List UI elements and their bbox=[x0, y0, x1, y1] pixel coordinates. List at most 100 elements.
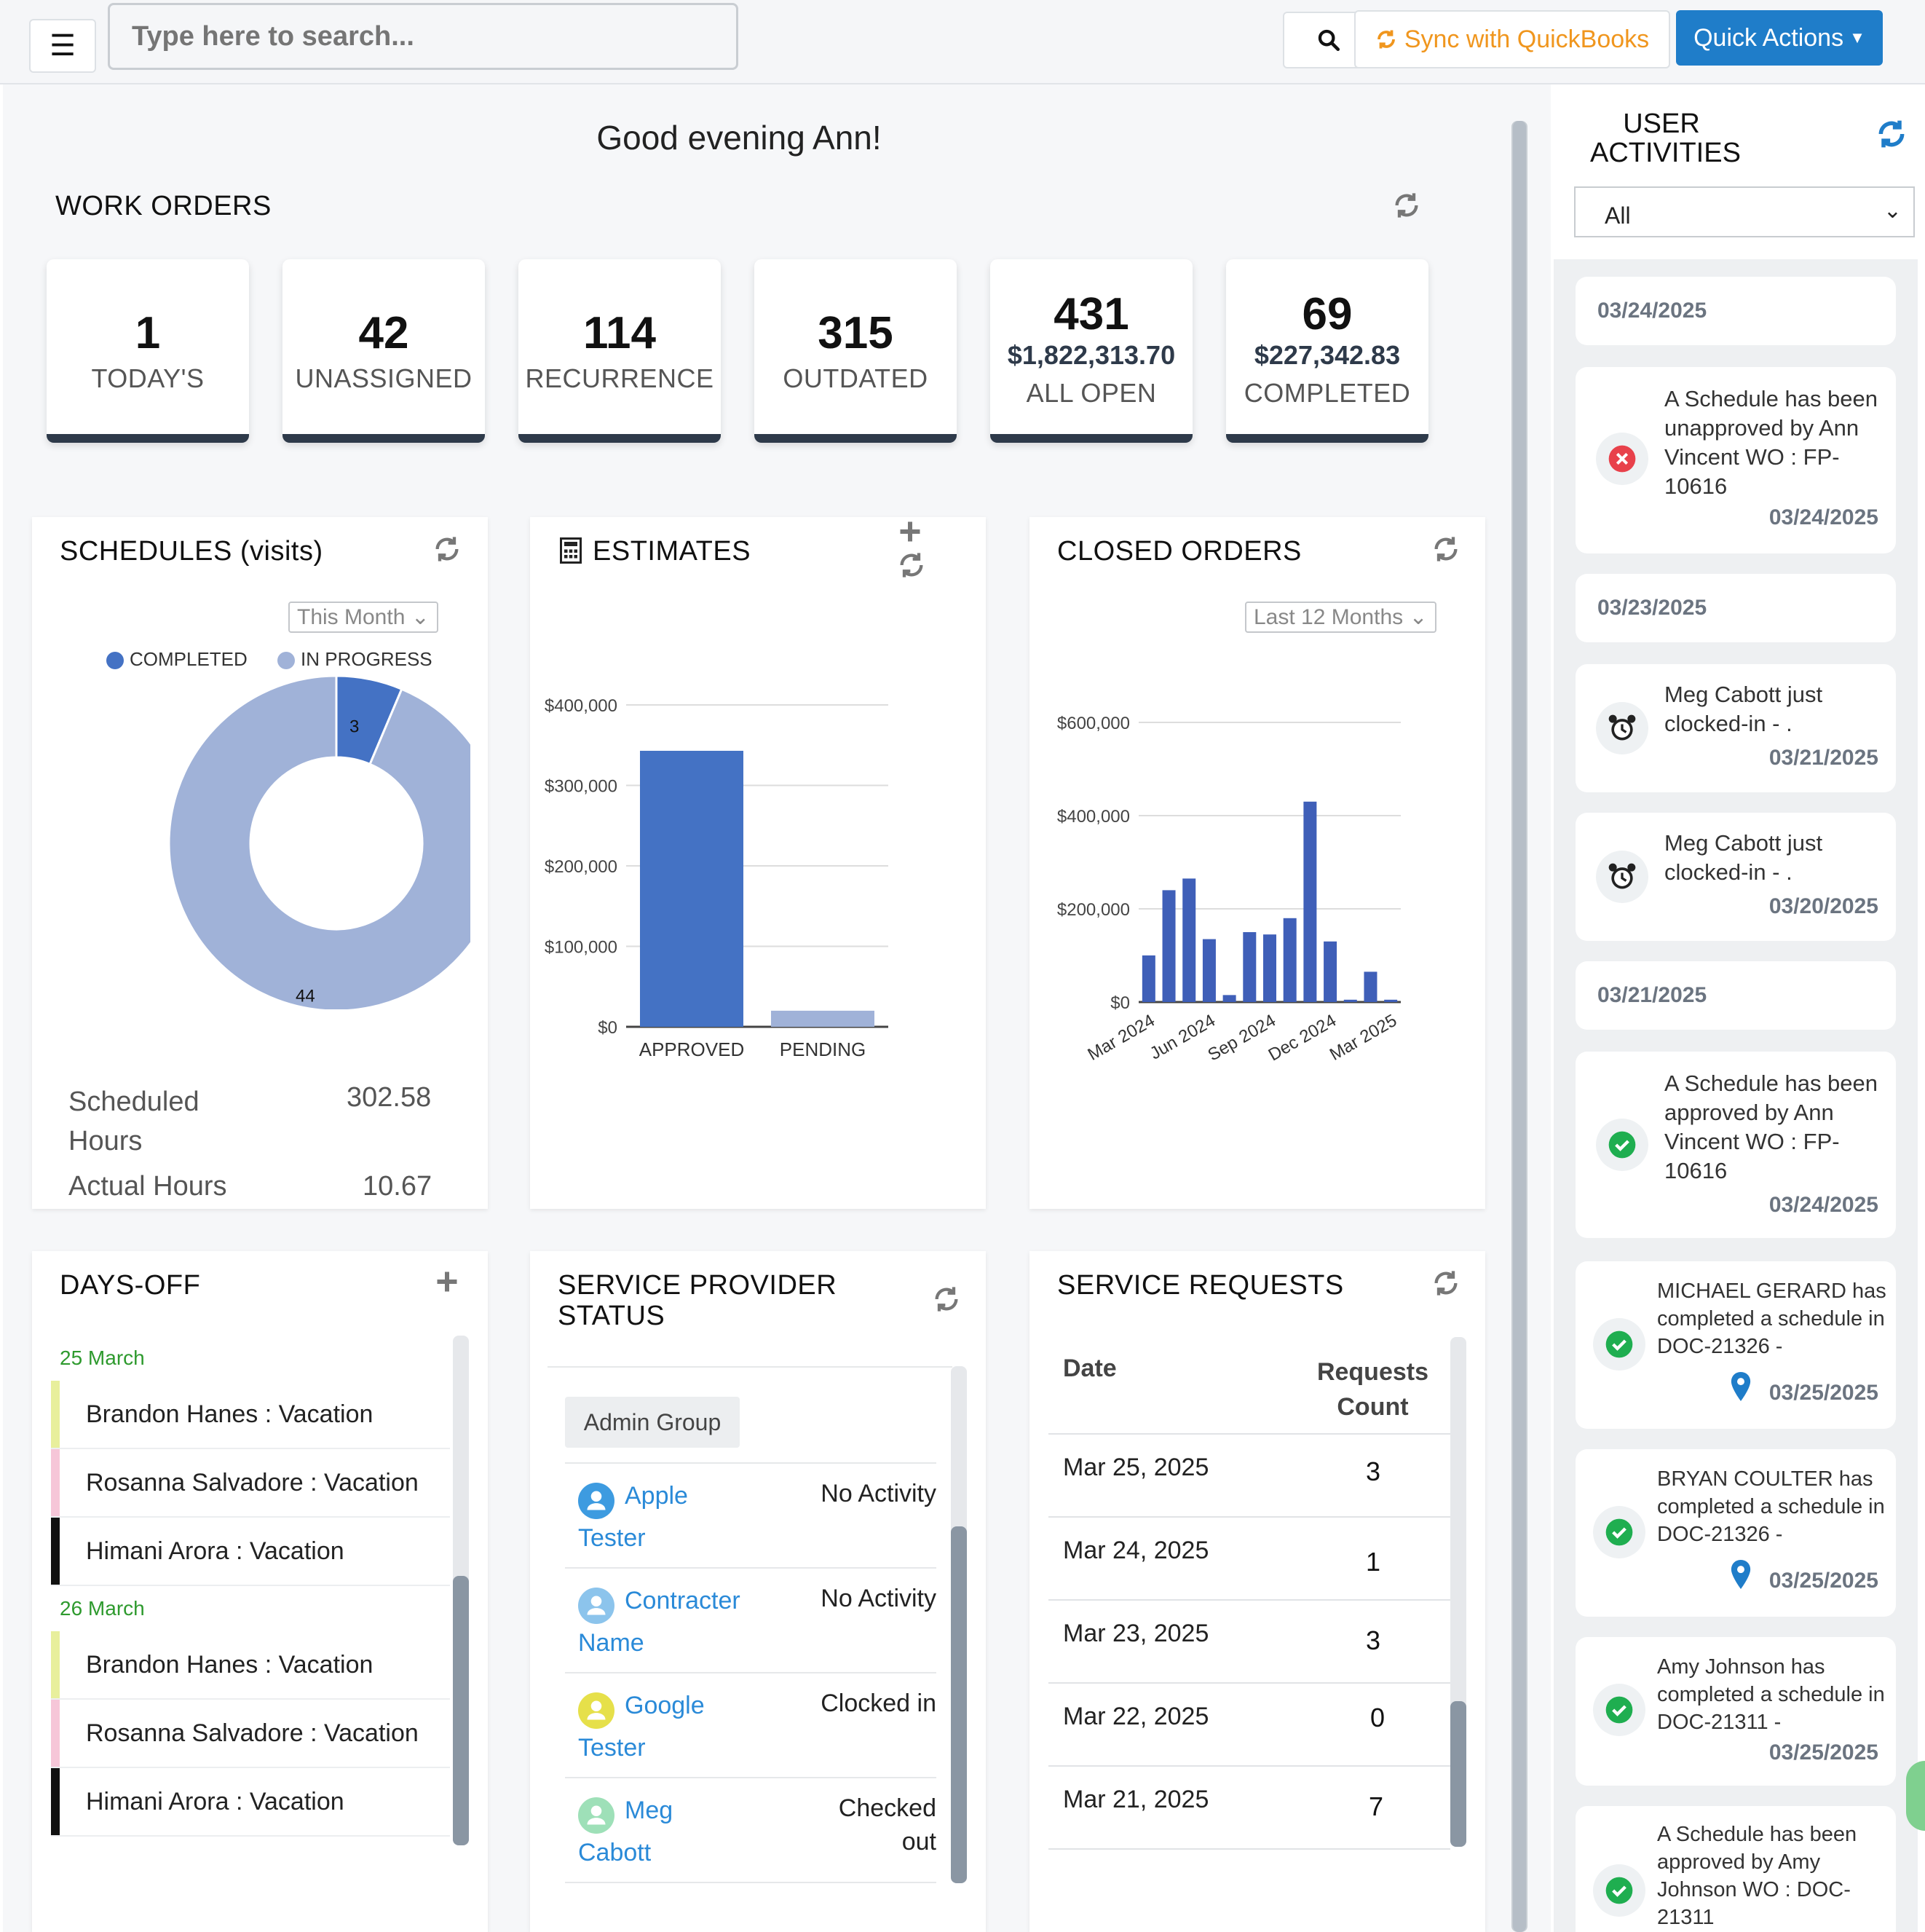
activity-item[interactable]: Amy Johnson has completed a schedule in … bbox=[1576, 1637, 1896, 1786]
schedules-refresh-icon[interactable] bbox=[432, 535, 462, 564]
activity-item[interactable]: A Schedule has been unapproved by Ann Vi… bbox=[1576, 367, 1896, 553]
days-off-scrollbar[interactable] bbox=[453, 1336, 469, 1845]
scrollbar-thumb[interactable] bbox=[1450, 1701, 1466, 1847]
main-scrollbar[interactable] bbox=[1511, 121, 1527, 1932]
bar bbox=[1364, 971, 1377, 1002]
y-tick-label: $0 bbox=[1110, 993, 1130, 1013]
list-item[interactable]: Rosanna Salvadore : Vacation bbox=[51, 1449, 450, 1518]
user-activities-title-line1: USER bbox=[1623, 109, 1700, 139]
stat-card-todays[interactable]: 1 TODAY'S bbox=[47, 259, 249, 443]
service-provider-list: Apple Tester No Activity Contracter Name… bbox=[565, 1462, 936, 1883]
list-item[interactable]: Himani Arora : Vacation bbox=[51, 1768, 450, 1837]
calculator-icon bbox=[560, 537, 582, 564]
service-provider-refresh-icon[interactable] bbox=[932, 1285, 961, 1314]
table-row[interactable]: Mar 22, 2025 0 bbox=[1048, 1684, 1450, 1767]
stat-card-all-open[interactable]: 431 $1,822,313.70 ALL OPEN bbox=[990, 259, 1193, 443]
list-item[interactable]: Brandon Hanes : Vacation bbox=[51, 1631, 450, 1700]
estimates-bar-chart: $0 $100,000 $200,000 $300,000 $400,000 APPROV… bbox=[545, 696, 888, 1060]
provider-name[interactable]: Apple Tester bbox=[578, 1477, 767, 1557]
quick-actions-button[interactable]: Quick Actions ▼ bbox=[1676, 10, 1883, 66]
days-off-title: DAYS-OFF bbox=[60, 1270, 201, 1301]
scrollbar-thumb[interactable] bbox=[453, 1576, 469, 1845]
work-orders-refresh-icon[interactable] bbox=[1392, 191, 1421, 220]
closed-orders-period-value: Last 12 Months bbox=[1254, 605, 1404, 629]
check-circle-icon bbox=[1608, 1131, 1636, 1159]
provider-first-name: Apple bbox=[625, 1482, 688, 1510]
provider-name[interactable]: Contracter Name bbox=[578, 1582, 767, 1662]
provider-status: No Activity bbox=[821, 1477, 936, 1510]
search-input[interactable] bbox=[108, 3, 738, 70]
activity-item[interactable]: Meg Cabott just clocked-in - . 03/21/202… bbox=[1576, 664, 1896, 792]
list-item[interactable]: Himani Arora : Vacation bbox=[51, 1518, 450, 1586]
y-tick-label: $0 bbox=[598, 1018, 617, 1038]
chat-widget-tab[interactable] bbox=[1906, 1761, 1925, 1831]
map-pin-icon[interactable] bbox=[1730, 1372, 1752, 1401]
estimates-refresh-icon[interactable] bbox=[897, 551, 926, 580]
closed-orders-refresh-icon[interactable] bbox=[1431, 535, 1460, 564]
scrollbar-thumb[interactable] bbox=[1513, 121, 1526, 1932]
scrollbar-thumb[interactable] bbox=[951, 1526, 967, 1883]
activity-text: BRYAN COULTER has completed a schedule i… bbox=[1657, 1467, 1885, 1546]
list-item[interactable]: Brandon Hanes : Vacation bbox=[51, 1381, 450, 1449]
sync-quickbooks-button[interactable]: Sync with QuickBooks bbox=[1354, 10, 1670, 68]
activity-item[interactable]: Meg Cabott just clocked-in - . 03/20/202… bbox=[1576, 813, 1896, 941]
divider bbox=[548, 1366, 952, 1368]
table-row[interactable]: Mar 25, 2025 3 bbox=[1048, 1435, 1450, 1518]
service-provider-scrollbar[interactable] bbox=[951, 1366, 967, 1883]
provider-name[interactable]: Google Tester bbox=[578, 1687, 767, 1767]
list-item[interactable]: Google Tester Clocked in bbox=[565, 1672, 936, 1777]
stat-card-unassigned[interactable]: 42 UNASSIGNED bbox=[282, 259, 485, 443]
activity-item[interactable]: BRYAN COULTER has completed a schedule i… bbox=[1576, 1449, 1896, 1617]
service-requests-refresh-icon[interactable] bbox=[1431, 1269, 1460, 1298]
days-off-add-icon[interactable] bbox=[434, 1269, 460, 1295]
x-tick-label: Dec 2024 bbox=[1265, 1011, 1340, 1065]
color-bar bbox=[51, 1631, 60, 1698]
stat-amount: $1,822,313.70 bbox=[1007, 340, 1176, 370]
y-tick-label: $400,000 bbox=[545, 696, 617, 716]
activity-item[interactable]: A Schedule has been approved by Ann Vinc… bbox=[1576, 1052, 1896, 1238]
donut-slice-in-progress bbox=[167, 674, 470, 1009]
stat-value: 69 bbox=[1302, 289, 1353, 339]
column-header-count: Requests Count bbox=[1317, 1355, 1428, 1424]
chevron-down-icon: ⌄ bbox=[1883, 199, 1902, 223]
table-row[interactable]: Mar 23, 2025 3 bbox=[1048, 1601, 1450, 1684]
stat-card-completed[interactable]: 69 $227,342.83 COMPLETED bbox=[1226, 259, 1428, 443]
user-avatar-icon bbox=[578, 1692, 614, 1729]
activity-time: 03/25/2025 bbox=[1768, 1569, 1878, 1593]
table-row[interactable]: Mar 24, 2025 1 bbox=[1048, 1518, 1450, 1601]
provider-name[interactable]: Meg Cabott bbox=[578, 1791, 767, 1872]
sync-icon bbox=[1377, 30, 1395, 49]
user-activities-refresh-icon[interactable] bbox=[1875, 118, 1908, 150]
list-item[interactable]: Contracter Name No Activity bbox=[565, 1567, 936, 1672]
work-orders-title: WORK ORDERS bbox=[55, 191, 272, 221]
request-date: Mar 24, 2025 bbox=[1063, 1537, 1209, 1564]
stat-amount: $227,342.83 bbox=[1254, 340, 1401, 370]
stat-value: 42 bbox=[358, 308, 409, 358]
activity-filter-select[interactable]: All ⌄ bbox=[1574, 186, 1915, 237]
list-item[interactable]: Rosanna Salvadore : Vacation bbox=[51, 1700, 450, 1768]
table-row[interactable]: Mar 21, 2025 7 bbox=[1048, 1767, 1450, 1850]
estimates-add-icon[interactable] bbox=[897, 519, 923, 545]
quick-actions-label: Quick Actions bbox=[1693, 23, 1844, 52]
stat-card-outdated[interactable]: 315 OUTDATED bbox=[754, 259, 957, 443]
donut-data-label: 44 bbox=[296, 987, 315, 1006]
hamburger-menu-button[interactable]: ☰ bbox=[29, 19, 96, 73]
provider-first-name: Contracter bbox=[625, 1587, 740, 1614]
days-off-entry: Rosanna Salvadore : Vacation bbox=[86, 1468, 419, 1497]
activity-item[interactable]: A Schedule has been approved by Amy John… bbox=[1576, 1806, 1896, 1932]
closed-orders-period-select[interactable]: Last 12 Months ⌄ bbox=[1245, 602, 1436, 633]
map-pin-icon[interactable] bbox=[1730, 1560, 1752, 1589]
schedules-period-select[interactable]: This Month ⌄ bbox=[288, 602, 438, 633]
list-item[interactable]: Apple Tester No Activity bbox=[565, 1462, 936, 1567]
color-bar bbox=[51, 1381, 60, 1448]
activity-time: 03/25/2025 bbox=[1768, 1740, 1878, 1765]
activity-date-header: 03/21/2025 bbox=[1576, 961, 1896, 1030]
service-requests-scrollbar[interactable] bbox=[1450, 1337, 1466, 1847]
activity-time: 03/21/2025 bbox=[1768, 746, 1878, 770]
stat-card-recurrence[interactable]: 114 RECURRENCE bbox=[518, 259, 721, 443]
scheduled-hours-value: 302.58 bbox=[347, 1082, 432, 1113]
list-item[interactable]: Meg Cabott Checked out bbox=[565, 1777, 936, 1883]
bar bbox=[1263, 934, 1276, 1002]
activity-item[interactable]: MICHAEL GERARD has completed a schedule … bbox=[1576, 1261, 1896, 1429]
bar bbox=[1162, 890, 1176, 1002]
